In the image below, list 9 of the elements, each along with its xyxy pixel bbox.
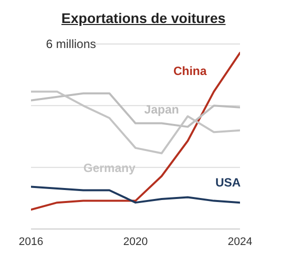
series-label: Japan	[144, 102, 179, 116]
series-label: Germany	[83, 161, 136, 175]
x-tick-label: 2016	[18, 236, 44, 248]
chart-title: Exportations de voitures	[60, 10, 227, 26]
series-label: USA	[215, 176, 241, 190]
series-label: China	[173, 64, 207, 78]
x-tick-label: 2020	[123, 236, 148, 248]
x-tick-label: 2024	[228, 236, 252, 248]
ref-line-label: 6 millions	[46, 37, 96, 51]
